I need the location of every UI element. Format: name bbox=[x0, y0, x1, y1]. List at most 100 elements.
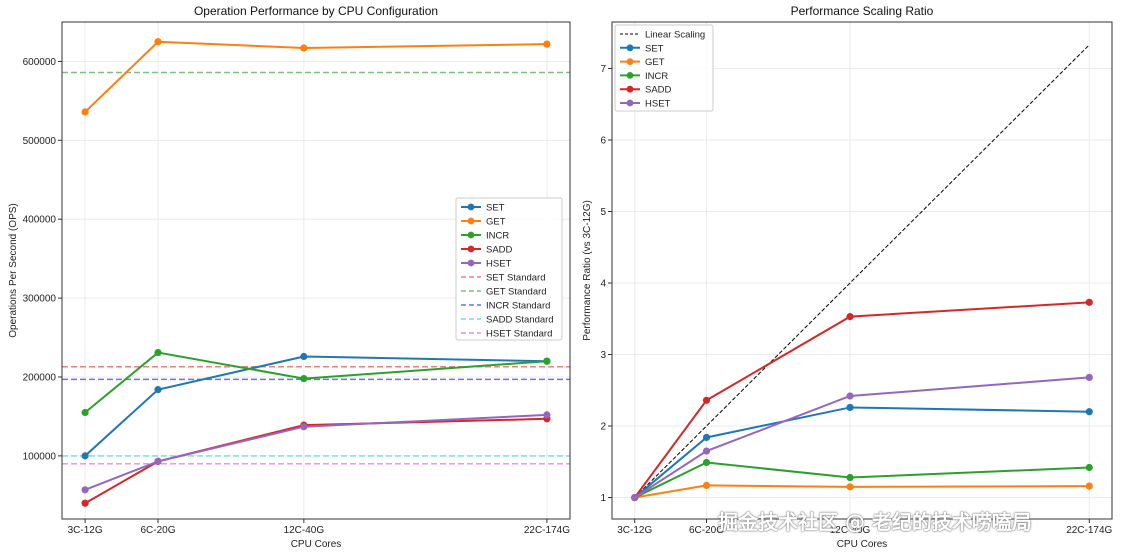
legend-label: SET bbox=[486, 203, 505, 214]
y-tick-label: 5 bbox=[600, 207, 606, 218]
legend-marker bbox=[467, 231, 475, 239]
data-point-incr bbox=[81, 408, 89, 417]
legend-marker bbox=[467, 203, 475, 211]
legend-label: Linear Scaling bbox=[645, 30, 705, 41]
data-point-get bbox=[81, 108, 89, 116]
data-point-hset bbox=[543, 411, 551, 419]
data-point-set bbox=[1085, 408, 1093, 416]
chart-panel-1: 3C-12G 6C-20G 12C-40G 22C-174G 100000 200000 3… bbox=[8, 4, 571, 550]
series-line-set bbox=[84, 355, 547, 457]
y-tick-label: 100000 bbox=[23, 451, 57, 462]
series-line-set bbox=[634, 406, 1090, 499]
data-point-get bbox=[1085, 482, 1093, 490]
y-tick-label: 500000 bbox=[23, 136, 57, 147]
y-tick-label: 1 bbox=[600, 493, 606, 504]
legend-label: INCR Standard bbox=[486, 301, 550, 312]
legend-label: INCR bbox=[645, 71, 668, 82]
x-tick-label: 3C-12G bbox=[617, 525, 652, 536]
series-line-hset bbox=[84, 413, 547, 491]
plot-frame bbox=[61, 21, 571, 520]
legend-label: SADD bbox=[645, 85, 672, 96]
series-line-get bbox=[84, 40, 547, 113]
series-line-incr bbox=[84, 351, 547, 414]
series-line-sadd bbox=[633, 301, 1090, 499]
data-point-set bbox=[300, 352, 308, 361]
legend-label: SET bbox=[645, 43, 664, 54]
legend-label: GET Standard bbox=[486, 287, 547, 298]
x-tick-label: 3C-12G bbox=[68, 525, 103, 536]
data-point-hset bbox=[154, 457, 162, 466]
x-tick-label: 22C-174G bbox=[1066, 525, 1112, 536]
legend-marker bbox=[467, 217, 475, 225]
data-point-hset bbox=[846, 392, 854, 400]
data-point-hset bbox=[300, 423, 308, 431]
legend-label: HSET Standard bbox=[486, 329, 552, 340]
data-point-set bbox=[154, 386, 162, 394]
data-point-incr bbox=[846, 473, 854, 482]
y-axis-label: Operations Per Second (OPS) bbox=[8, 203, 19, 338]
y-tick-label: 600000 bbox=[23, 57, 57, 68]
data-point-get bbox=[543, 40, 551, 48]
y-tick-label: 7 bbox=[600, 64, 606, 75]
data-point-set bbox=[702, 433, 711, 442]
legend-label: HSET bbox=[645, 99, 671, 110]
x-tick-label: 6C-20G bbox=[689, 525, 724, 536]
plot-frame bbox=[611, 21, 1113, 520]
chart-title: Performance Scaling Ratio bbox=[791, 4, 934, 18]
x-axis-label: CPU Cores bbox=[837, 539, 888, 550]
legend-marker bbox=[626, 85, 634, 93]
data-point-sadd bbox=[702, 396, 711, 404]
y-tick-label: 400000 bbox=[23, 215, 57, 226]
data-point-incr bbox=[300, 374, 308, 383]
legend-label: SADD Standard bbox=[486, 315, 554, 326]
data-point-get bbox=[702, 481, 711, 489]
legend-marker bbox=[467, 245, 475, 253]
legend-marker bbox=[626, 72, 634, 79]
chart-panel-2: 3C-12G 6C-20G 12C-40G 22C-174G 1 2 3 4 5 6 7 Perfor… bbox=[582, 4, 1113, 550]
legend-label: GET bbox=[486, 217, 506, 228]
legend-marker bbox=[467, 259, 475, 267]
data-point-hset bbox=[702, 447, 711, 455]
data-point-incr bbox=[154, 348, 162, 357]
data-point-hset bbox=[1085, 373, 1093, 382]
legend-label: INCR bbox=[486, 231, 509, 242]
series-line-hset bbox=[634, 376, 1090, 499]
data-point-get bbox=[154, 38, 162, 46]
data-point-get bbox=[300, 44, 308, 52]
legend-label: HSET bbox=[486, 259, 512, 270]
data-point-get bbox=[846, 483, 854, 491]
chart-title: Operation Performance by CPU Configurati… bbox=[194, 4, 438, 18]
legend-label: SADD bbox=[486, 245, 513, 256]
x-tick-label: 12C-40G bbox=[284, 525, 325, 536]
data-point-incr bbox=[702, 458, 711, 467]
legend-marker bbox=[626, 99, 634, 107]
series-line-sadd bbox=[84, 417, 547, 505]
y-tick-label: 2 bbox=[600, 422, 606, 433]
data-point-set bbox=[81, 452, 89, 460]
y-axis-label: Performance Ratio (vs 3C-12G) bbox=[582, 200, 593, 341]
y-tick-label: 200000 bbox=[23, 373, 57, 384]
legend-marker bbox=[626, 44, 634, 52]
data-point-incr bbox=[543, 357, 551, 365]
y-tick-label: 300000 bbox=[23, 294, 57, 305]
watermark: 掘金技术社区 @ 老纪的技术唠嗑局 bbox=[718, 510, 1032, 534]
data-point-hset bbox=[631, 493, 639, 502]
data-point-set bbox=[846, 403, 854, 412]
x-tick-label: 22C-174G bbox=[524, 525, 570, 536]
y-tick-label: 4 bbox=[600, 279, 606, 290]
data-point-incr bbox=[1085, 463, 1093, 472]
x-tick-label: 12C-40G bbox=[830, 525, 871, 536]
data-point-sadd bbox=[81, 499, 89, 507]
data-point-sadd bbox=[1085, 298, 1093, 306]
legend: SET GET INCR SADD HSET SET Standard GET Standa… bbox=[455, 197, 563, 341]
series-line-incr bbox=[634, 461, 1090, 499]
data-point-sadd bbox=[846, 313, 854, 321]
series-line-get bbox=[634, 484, 1090, 499]
legend: Linear Scaling SET GET INCR SADD HSET bbox=[614, 24, 714, 112]
y-tick-label: 6 bbox=[600, 135, 606, 146]
x-tick-label: 6C-20G bbox=[141, 525, 176, 536]
data-point-hset bbox=[81, 486, 89, 494]
legend-marker bbox=[626, 58, 634, 65]
linear-scaling-line bbox=[634, 44, 1090, 498]
